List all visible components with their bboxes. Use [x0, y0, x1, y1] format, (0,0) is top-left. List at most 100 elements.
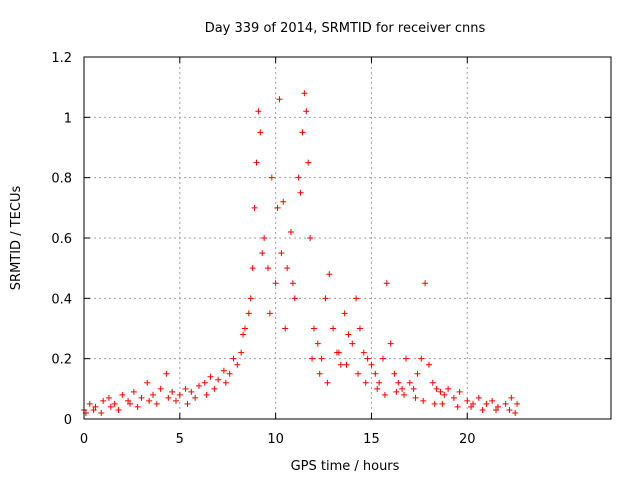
data-point [468, 403, 475, 410]
data-point [316, 370, 323, 377]
data-point [119, 391, 126, 398]
data-point [514, 400, 521, 407]
data-point [402, 355, 409, 362]
data-point [335, 349, 342, 356]
data-point [368, 361, 375, 368]
data-point [195, 382, 202, 389]
data-point [98, 409, 105, 416]
data-point [445, 385, 452, 392]
data-point [410, 385, 417, 392]
data-point [374, 385, 381, 392]
data-point [433, 385, 440, 392]
data-point [268, 174, 275, 181]
x-tick-label: 15 [363, 432, 380, 447]
data-point [437, 388, 444, 395]
data-point [172, 397, 179, 404]
data-point [282, 325, 289, 332]
data-point [353, 295, 360, 302]
data-point [314, 340, 321, 347]
data-point [86, 400, 93, 407]
x-axis-ticks: 0 5 10 15 20 [80, 57, 476, 447]
data-point [360, 349, 367, 356]
data-point [257, 129, 264, 136]
data-point [291, 295, 298, 302]
data-point [278, 250, 285, 257]
data-point [182, 385, 189, 392]
data-point [399, 385, 406, 392]
data-point [215, 376, 222, 383]
data-point [234, 361, 241, 368]
data-point [188, 388, 195, 395]
data-point [226, 370, 233, 377]
data-point [299, 129, 306, 136]
data-point [126, 400, 133, 407]
data-point [125, 397, 132, 404]
data-point [211, 385, 218, 392]
data-point [289, 280, 296, 287]
data-point [111, 400, 118, 407]
x-tick-label: 5 [176, 432, 184, 447]
data-point [318, 355, 325, 362]
data-point [454, 403, 461, 410]
data-point [439, 400, 446, 407]
data-point [92, 403, 99, 410]
data-point [345, 331, 352, 338]
y-tick-label: 1 [64, 111, 72, 126]
data-point [222, 379, 229, 386]
data-point [105, 394, 112, 401]
data-point [247, 295, 254, 302]
data-point [422, 280, 429, 287]
data-point [259, 250, 266, 257]
data-point [512, 409, 519, 416]
data-point [192, 394, 199, 401]
data-point [249, 265, 256, 272]
data-point [494, 403, 501, 410]
data-point [251, 204, 258, 211]
data-point [310, 325, 317, 332]
data-point [381, 391, 388, 398]
x-tick-label: 10 [267, 432, 284, 447]
data-points [81, 90, 521, 416]
data-point [349, 340, 356, 347]
data-point [130, 388, 137, 395]
data-point [475, 394, 482, 401]
data-point [301, 90, 308, 97]
data-point [464, 397, 471, 404]
data-point [395, 379, 402, 386]
data-point [502, 400, 509, 407]
data-point [456, 388, 463, 395]
data-point [297, 189, 304, 196]
data-point [149, 391, 156, 398]
data-point [337, 361, 344, 368]
data-point [418, 355, 425, 362]
data-point [414, 370, 421, 377]
data-point [100, 397, 107, 404]
data-point [107, 403, 114, 410]
data-point [431, 400, 438, 407]
data-point [470, 400, 477, 407]
data-point [203, 391, 210, 398]
grid [84, 57, 611, 419]
data-point [230, 355, 237, 362]
data-point [280, 198, 287, 205]
data-point [383, 280, 390, 287]
data-point [163, 370, 170, 377]
data-point [508, 394, 515, 401]
data-point [506, 406, 513, 413]
x-tick-label: 20 [459, 432, 476, 447]
data-point [355, 370, 362, 377]
data-point [393, 388, 400, 395]
y-tick-label: 1.2 [51, 51, 72, 66]
y-axis-ticks: 0 0.2 0.4 0.6 0.8 1 1.2 [51, 51, 611, 428]
data-point [241, 325, 248, 332]
data-point [429, 379, 436, 386]
data-point [324, 379, 331, 386]
data-point [303, 108, 310, 115]
data-point [240, 331, 247, 338]
data-point [412, 394, 419, 401]
data-point [276, 96, 283, 103]
data-point [284, 265, 291, 272]
data-point [479, 406, 486, 413]
